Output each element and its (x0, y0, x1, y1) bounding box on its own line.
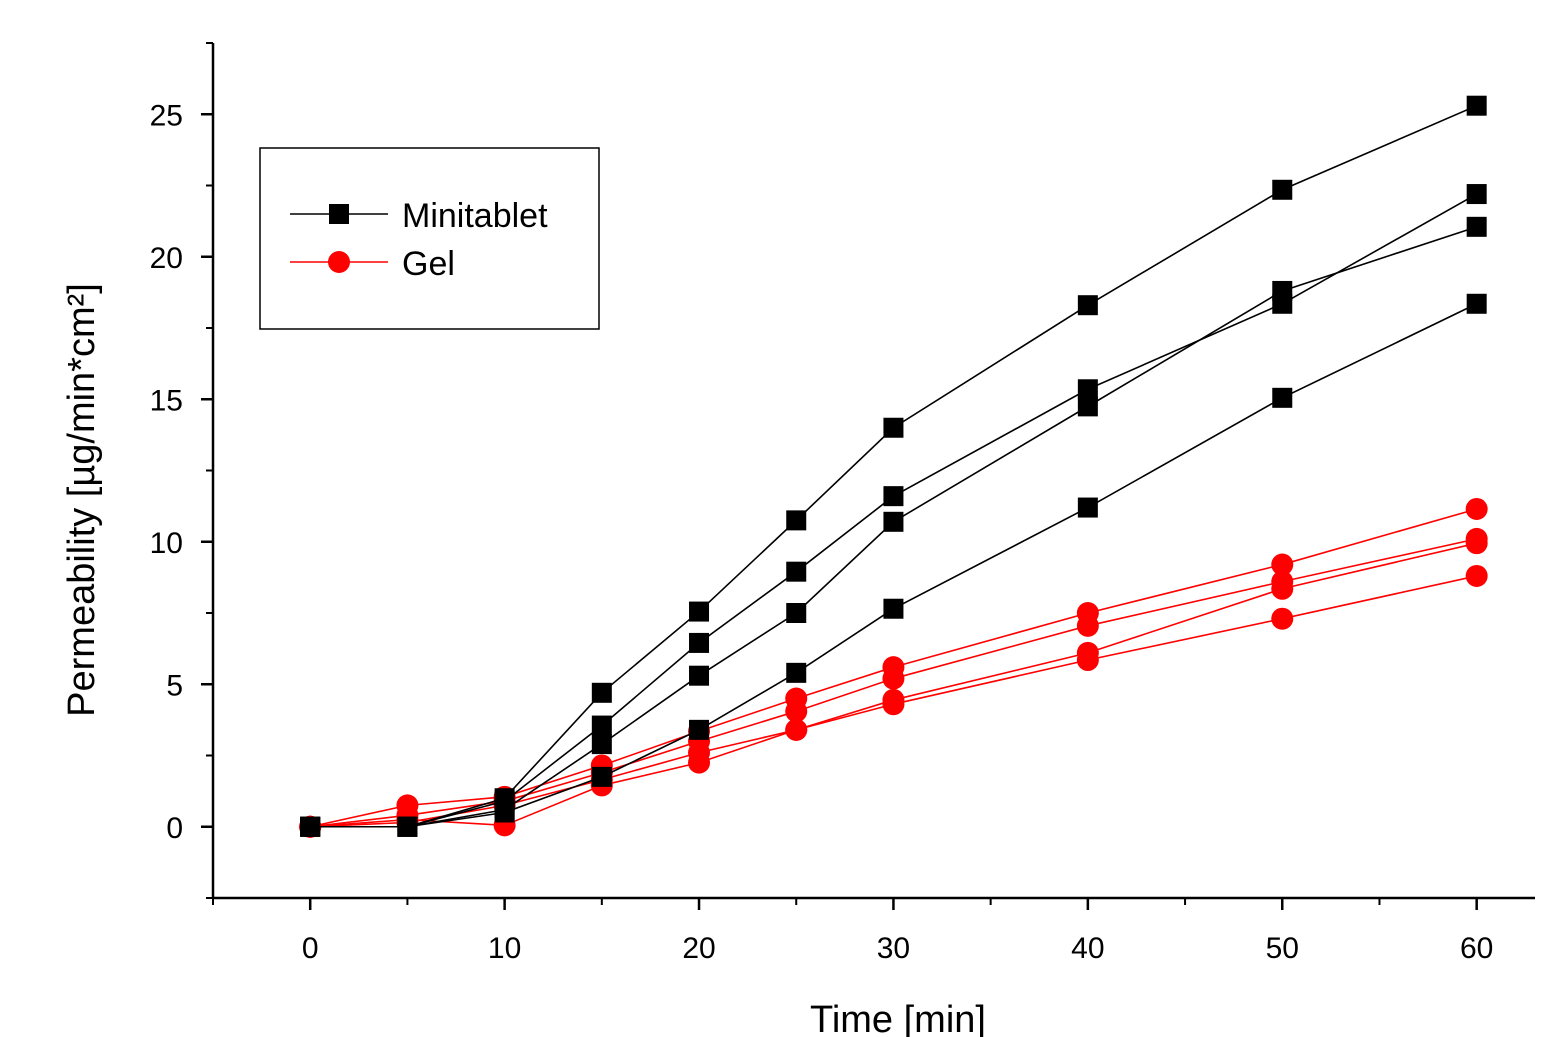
data-point-square (786, 662, 807, 683)
data-point-square (591, 682, 612, 703)
series-line (310, 193, 1478, 828)
x-tick-label: 50 (1266, 932, 1299, 965)
series-gel-7 (299, 564, 1488, 838)
data-point-circle (1271, 577, 1294, 600)
data-point-square (1272, 387, 1293, 408)
data-point-square (1272, 280, 1293, 301)
data-point-square (397, 816, 418, 837)
data-point-square (786, 603, 807, 623)
data-point-square (1466, 95, 1487, 116)
data-point-square (1077, 396, 1098, 417)
data-point-square (591, 734, 612, 755)
data-point-square (1466, 216, 1487, 237)
data-point-circle (882, 667, 905, 690)
y-tick-label: 0 (166, 812, 183, 845)
data-point-circle (688, 751, 711, 774)
x-tick-label: 60 (1460, 932, 1493, 965)
x-tick-label: 10 (488, 932, 521, 965)
series-minitablet-3 (300, 293, 1487, 837)
data-point-circle (785, 718, 808, 741)
x-tick-label: 30 (877, 932, 910, 965)
legend-marker-circle (328, 251, 350, 273)
legend-label-minitablet: Minitablet (402, 197, 548, 235)
legend-entry-gel: Gel (290, 245, 455, 283)
axes: 0 10 20 30 40 50 60 0 5 10 15 20 25 (150, 42, 1535, 965)
data-point-circle (1076, 614, 1099, 637)
y-tick-label: 15 (150, 384, 183, 417)
y-tick-label: 20 (150, 242, 183, 275)
x-tick-label: 20 (682, 932, 715, 965)
data-point-square (883, 417, 904, 438)
data-point-circle (1465, 564, 1488, 587)
series-line (310, 575, 1477, 828)
x-tick-label: 40 (1071, 932, 1104, 965)
data-point-square (494, 802, 515, 823)
plot-series (299, 95, 1488, 838)
data-point-square (689, 665, 710, 686)
data-point-circle (1465, 497, 1488, 520)
data-point-square (883, 511, 904, 532)
series-line (310, 508, 1477, 828)
data-point-circle (1465, 532, 1488, 555)
y-axis-label: Permeability [µg/min*cm²] (61, 283, 103, 717)
data-point-circle (882, 693, 905, 716)
data-point-square (1272, 179, 1293, 200)
y-tick-label: 25 (150, 99, 183, 132)
data-point-circle (1271, 553, 1294, 576)
x-tick-label: 0 (302, 932, 319, 965)
series-gel-5 (299, 527, 1488, 838)
data-point-square (786, 561, 807, 582)
series-line (310, 226, 1477, 828)
data-point-square (883, 598, 904, 619)
y-ticks: 0 5 10 15 20 25 (150, 42, 213, 899)
data-point-square (1077, 497, 1098, 518)
y-tick-label: 10 (150, 527, 183, 560)
data-point-square (1077, 379, 1098, 400)
data-point-square (300, 816, 321, 837)
data-point-square (689, 601, 710, 622)
legend: Minitablet Gel (259, 147, 600, 330)
legend-box (259, 147, 600, 330)
legend-label-gel: Gel (402, 245, 455, 283)
data-point-square (689, 632, 710, 653)
y-tick-label: 5 (166, 669, 183, 702)
legend-marker-square (329, 204, 349, 224)
data-point-circle (1076, 649, 1099, 672)
data-point-square (1077, 295, 1098, 316)
data-point-circle (785, 700, 808, 723)
data-point-square (786, 510, 807, 531)
legend-entry-minitablet: Minitablet (290, 197, 548, 235)
data-point-square (1466, 293, 1487, 314)
data-point-square (591, 715, 612, 736)
series-line (310, 104, 1477, 828)
data-point-square (591, 766, 612, 787)
data-point-square (1466, 184, 1487, 205)
series-line (310, 303, 1478, 828)
data-point-square (689, 719, 710, 740)
data-point-square (883, 486, 904, 507)
x-axis-label: Time [min] (810, 999, 986, 1037)
data-point-circle (1271, 607, 1294, 630)
series-line (310, 538, 1477, 828)
x-ticks: 0 10 20 30 40 50 60 (212, 898, 1493, 965)
